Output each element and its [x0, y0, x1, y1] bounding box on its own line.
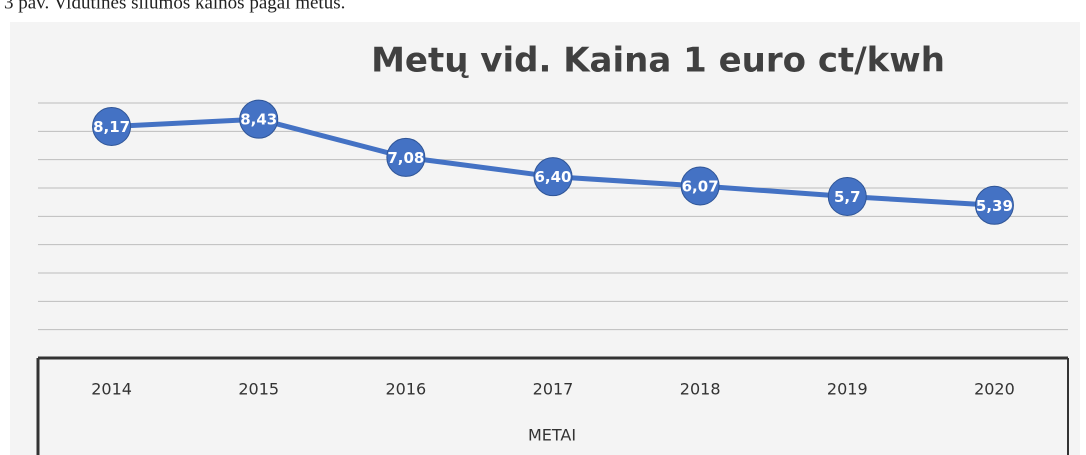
data-label: 5,39	[976, 197, 1013, 215]
chart-title: Metų vid. Kaina 1 euro ct/kwh	[371, 41, 945, 81]
x-tick-label: 2018	[680, 380, 721, 399]
data-label: 5,7	[834, 188, 861, 206]
chart-background	[10, 22, 1080, 455]
x-tick-label: 2016	[385, 380, 426, 399]
data-point	[533, 157, 573, 197]
x-tick-label: 2014	[91, 380, 132, 399]
data-point	[827, 177, 867, 216]
x-tick-label: 2020	[974, 380, 1015, 399]
data-point	[239, 99, 279, 139]
data-label: 8,17	[93, 118, 130, 136]
caption: 3 pav. Vidutinės šilumos kainos pagal me…	[4, 0, 345, 13]
data-point	[386, 137, 426, 177]
data-point	[680, 166, 720, 206]
data-label: 7,08	[387, 149, 424, 167]
x-tick-label: 2017	[533, 380, 574, 399]
data-label: 6,07	[682, 178, 719, 196]
data-label: 8,43	[240, 111, 277, 129]
data-label: 6,40	[534, 168, 571, 186]
data-point	[974, 185, 1014, 225]
x-axis-label: METAI	[528, 426, 576, 445]
x-tick-label: 2019	[827, 380, 868, 399]
x-tick-label: 2015	[238, 380, 279, 399]
data-point	[92, 107, 132, 147]
